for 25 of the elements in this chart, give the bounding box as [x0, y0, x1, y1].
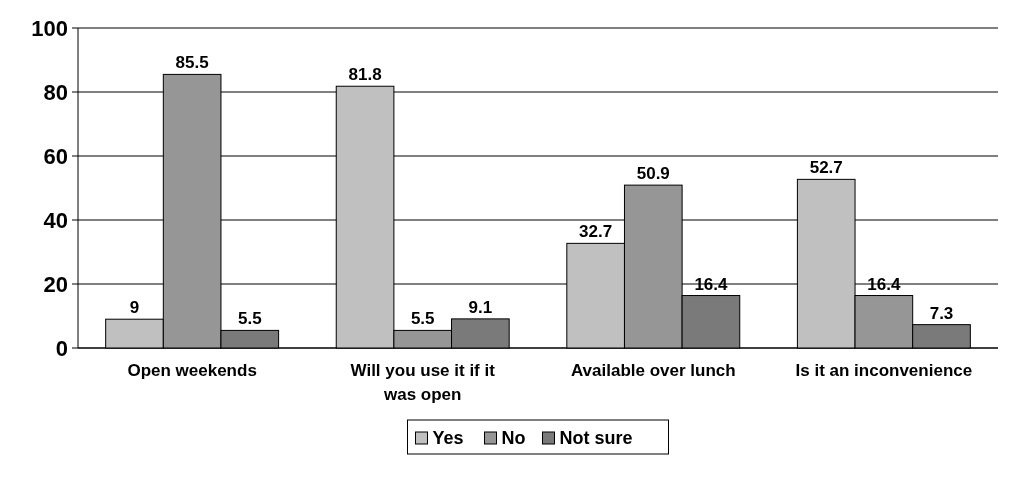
y-tick-label: 0: [55, 335, 68, 361]
legend-label: No: [501, 428, 526, 449]
data-label: 9: [129, 298, 140, 318]
y-tick-label: 40: [43, 207, 68, 233]
data-label: 32.7: [579, 222, 613, 242]
y-tick-label: 60: [43, 143, 68, 169]
data-label: 5.5: [410, 309, 435, 329]
y-tick-label: 100: [31, 15, 68, 41]
x-tick-label: Will you use it if it was open: [350, 361, 496, 404]
data-label: 16.4: [694, 274, 729, 294]
legend-label: Not sure: [559, 428, 633, 449]
y-tick-label: 80: [43, 79, 68, 105]
data-label: 5.5: [237, 309, 262, 329]
data-label: 16.4: [867, 274, 901, 294]
data-label: 9.1: [468, 297, 493, 317]
x-tick-label: Available over lunch: [570, 361, 736, 380]
y-tick-label: 20: [43, 271, 68, 297]
data-label: 50.9: [636, 164, 670, 184]
data-label: 81.8: [348, 65, 382, 85]
x-tick-label: Open weekends: [127, 361, 257, 380]
data-label: 85.5: [175, 53, 209, 73]
legend-label: Yes: [432, 428, 464, 449]
data-label: 7.3: [929, 303, 954, 323]
x-tick-label: Is it an inconvenience: [795, 361, 973, 380]
data-label: 52.7: [809, 158, 843, 178]
